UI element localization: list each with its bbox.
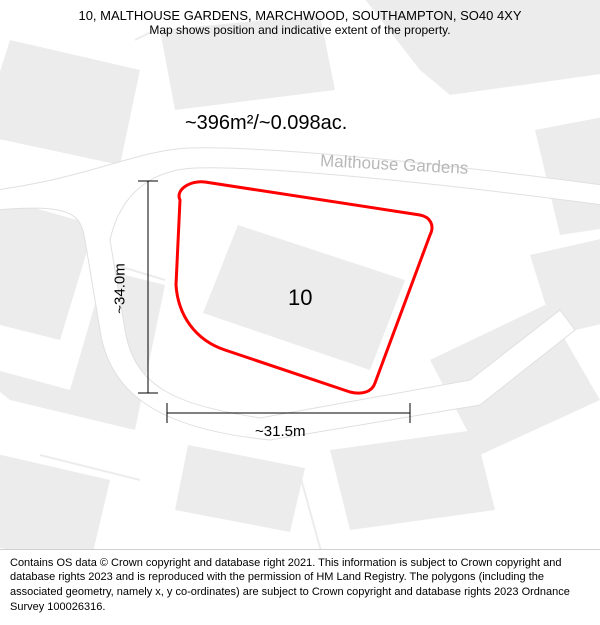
page-title: 10, MALTHOUSE GARDENS, MARCHWOOD, SOUTHA… [10, 8, 590, 23]
map-svg [0, 0, 600, 560]
boundary-line [300, 475, 340, 560]
header: 10, MALTHOUSE GARDENS, MARCHWOOD, SOUTHA… [0, 0, 600, 41]
building-shape [175, 445, 305, 532]
footer-copyright: Contains OS data © Crown copyright and d… [0, 549, 600, 625]
plot-number-label: 10 [288, 285, 312, 311]
dim-vertical-label: ~34.0m [112, 263, 129, 313]
area-label: ~396m²/~0.098ac. [185, 112, 347, 135]
building-shape [0, 40, 140, 165]
dim-horizontal-label: ~31.5m [255, 423, 305, 440]
building-shape [330, 430, 495, 530]
page-subtitle: Map shows position and indicative extent… [10, 23, 590, 37]
map-area: ~396m²/~0.098ac. Malthouse Gardens 10 ~3… [0, 0, 600, 560]
